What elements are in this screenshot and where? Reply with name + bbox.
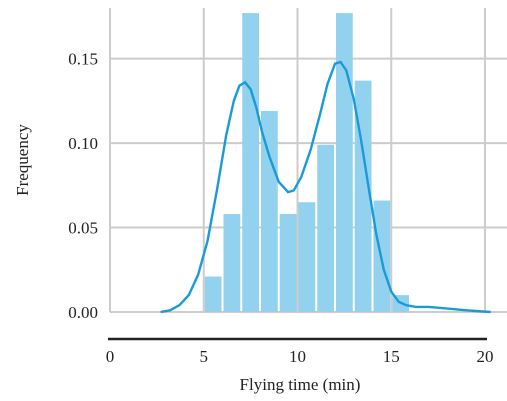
- bar-1: [223, 214, 241, 312]
- x-tick-label-0: 0: [106, 347, 115, 366]
- y-tick-label-1: 0.05: [68, 219, 98, 238]
- bar-2: [242, 13, 259, 312]
- density-curve: [160, 60, 491, 314]
- bar-0: [204, 276, 222, 312]
- x-tick-label-2: 10: [289, 347, 306, 366]
- bar-4: [279, 214, 297, 312]
- x-axis-title: Flying time (min): [240, 375, 361, 394]
- bar-5: [298, 202, 316, 312]
- y-axis-title: Frequency: [13, 124, 32, 196]
- y-tick-label-0: 0.00: [68, 303, 98, 322]
- x-tick-label-4: 20: [477, 347, 494, 366]
- x-axis-ticks: 0 5 10 15 20: [106, 347, 494, 366]
- bar-7: [336, 13, 353, 312]
- x-tick-label-1: 5: [200, 347, 209, 366]
- bar-3: [261, 111, 278, 313]
- y-axis-ticks: 0.00 0.05 0.10 0.15: [68, 50, 98, 322]
- bar-8: [354, 80, 372, 312]
- y-tick-label-3: 0.15: [68, 50, 98, 69]
- y-tick-label-2: 0.10: [68, 134, 98, 153]
- histogram-bars: [204, 13, 409, 313]
- bar-6: [317, 144, 334, 312]
- x-tick-label-3: 15: [383, 347, 400, 366]
